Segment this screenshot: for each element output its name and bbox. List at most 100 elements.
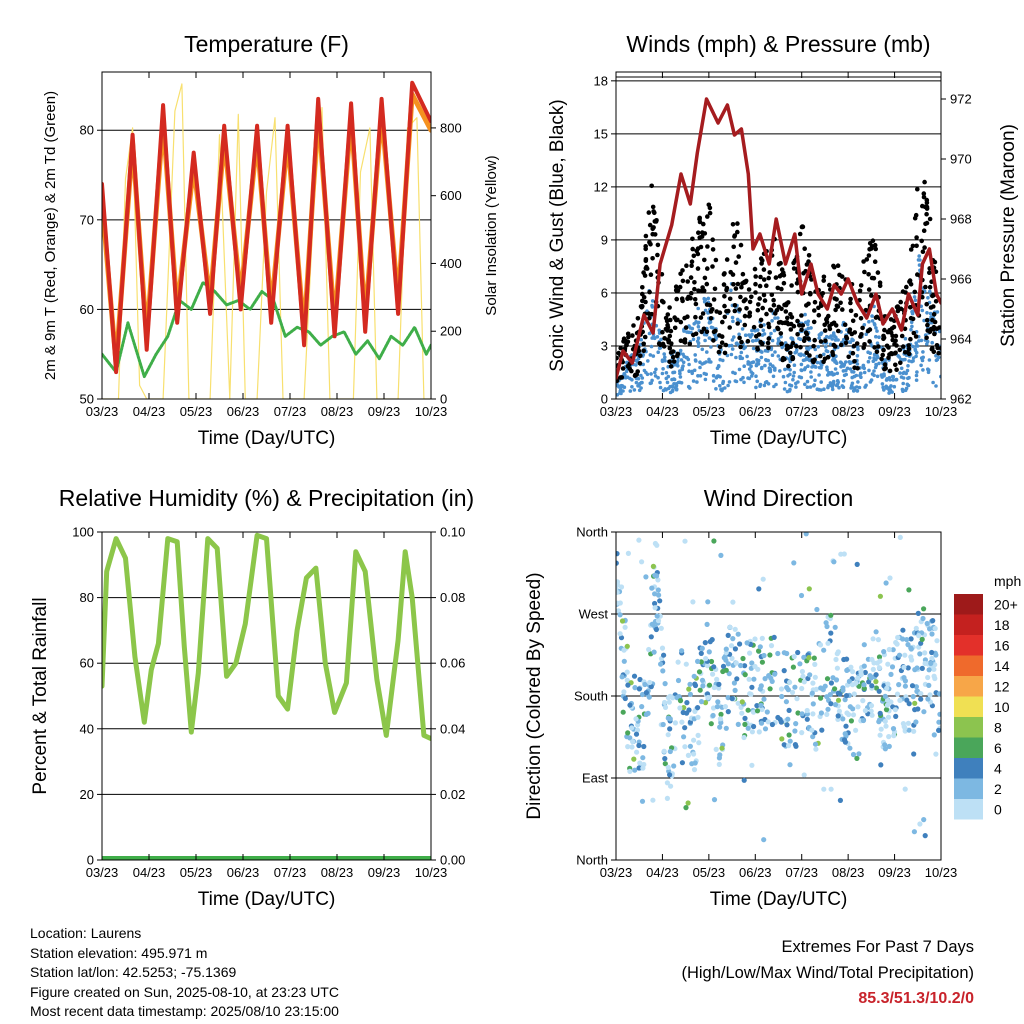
direction-point [675, 677, 682, 684]
winds-ytick-right-label: 970 [950, 152, 972, 167]
direction-xtick-label: 06/23 [739, 865, 772, 880]
station-info: Location: Laurens Station elevation: 495… [30, 924, 339, 1022]
wind-point [925, 311, 929, 315]
direction-point [710, 671, 716, 677]
wind-point [653, 370, 657, 375]
direction-point [723, 667, 729, 673]
direction-point [794, 696, 800, 702]
gust-point [877, 283, 883, 289]
direction-point [749, 684, 755, 690]
temperature-xlabel: Time (Day/UTC) [198, 428, 336, 449]
gust-point [667, 305, 672, 310]
direction-title: Wind Direction [704, 485, 854, 511]
wind-point [773, 316, 777, 320]
direction-point [848, 718, 855, 724]
wind-point [914, 373, 919, 378]
gust-point [761, 292, 767, 298]
temperature-xtick-label: 08/23 [321, 404, 354, 419]
direction-point [683, 661, 689, 667]
direction-point [711, 538, 717, 544]
direction-point [723, 725, 729, 731]
direction-point [730, 636, 736, 642]
gust-point [700, 230, 705, 235]
direction-point [785, 716, 791, 722]
wind-point [836, 380, 840, 385]
direction-point [629, 744, 635, 750]
wind-point [848, 367, 853, 371]
gust-point [711, 329, 717, 335]
direction-point [861, 642, 867, 648]
wind-point [729, 288, 733, 293]
wind-point [687, 362, 691, 367]
wind-point [682, 329, 686, 333]
direction-point [649, 621, 655, 627]
gust-point [790, 355, 795, 360]
direction-point [885, 681, 891, 687]
wind-point [914, 341, 918, 345]
gust-point [894, 304, 900, 310]
direction-point [759, 635, 765, 642]
direction-point [696, 669, 703, 675]
wind-point [887, 391, 891, 395]
direction-ytick-label: West [579, 607, 609, 622]
wind-point [768, 362, 773, 367]
wind-point [650, 299, 655, 303]
wind-point [733, 379, 738, 383]
wind-point [658, 385, 663, 390]
temperature-ytick-right-label: 600 [440, 188, 462, 203]
gust-point [724, 257, 730, 262]
direction-point [835, 697, 842, 703]
wind-point [799, 368, 804, 373]
direction-point [756, 586, 762, 592]
winds-xtick-label: 05/23 [693, 404, 726, 419]
wind-point [819, 380, 823, 384]
humidity-ytick-label: 60 [80, 656, 94, 671]
winds-title: Winds (mph) & Pressure (mb) [626, 31, 930, 57]
wind-point [934, 384, 938, 388]
gust-point [781, 280, 787, 286]
direction-point [901, 664, 907, 670]
wind-point [691, 337, 696, 342]
direction-point [747, 650, 753, 656]
wind-point [664, 376, 669, 381]
wind-point [875, 374, 880, 379]
direction-point [682, 744, 688, 750]
gust-point [913, 212, 919, 218]
direction-ytick-label: North [576, 853, 608, 868]
direction-point [784, 722, 790, 728]
humidity-ytick-right-label: 0.06 [440, 656, 465, 671]
wind-point [786, 374, 790, 378]
wind-point [875, 329, 879, 333]
wind-point [870, 319, 875, 323]
direction-point [884, 685, 890, 692]
direction-point [630, 739, 636, 745]
direction-point [718, 552, 724, 559]
gust-point [794, 344, 799, 349]
wind-point [850, 337, 854, 342]
gust-point [800, 224, 806, 230]
direction-point [883, 723, 889, 729]
wind-point [639, 337, 643, 342]
gust-point [708, 316, 714, 321]
direction-point [814, 606, 820, 613]
direction-point [890, 726, 897, 732]
legend-swatch [954, 696, 983, 717]
direction-point [783, 699, 790, 705]
wind-point [630, 378, 634, 382]
direction-point [797, 661, 803, 667]
direction-point [798, 592, 805, 599]
gust-point [811, 343, 816, 349]
gust-point [931, 312, 937, 317]
direction-point [876, 665, 883, 671]
wind-point [748, 361, 752, 365]
gust-point [850, 350, 856, 356]
gust-point [783, 320, 789, 325]
direction-point [750, 709, 757, 715]
wind-point [849, 386, 853, 390]
winds-ytick-label: 18 [594, 73, 608, 88]
direction-point [921, 817, 927, 823]
gust-point [646, 311, 652, 317]
gust-point [733, 260, 739, 265]
direction-point [665, 715, 671, 721]
wind-point [790, 336, 795, 341]
